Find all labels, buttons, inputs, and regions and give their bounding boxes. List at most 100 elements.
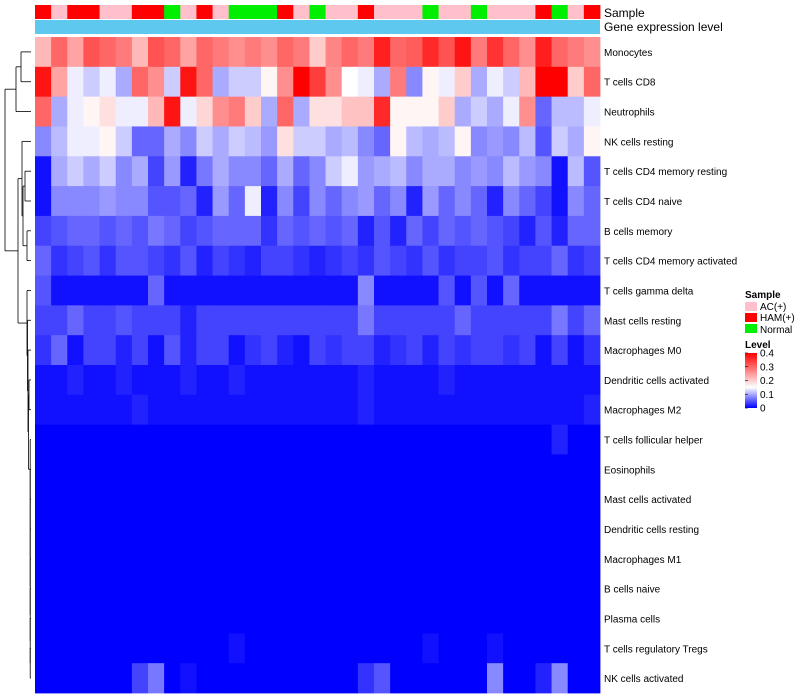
sample-annotation-cell [551,5,569,19]
heatmap-cell [244,66,262,98]
heatmap-cell [293,335,310,366]
heatmap-cell [35,543,52,575]
legend-level-tick-label: 0.3 [760,362,774,373]
sample-annotation-cell [487,5,504,19]
row-label: Mast cells resting [604,316,681,327]
heatmap-cell [406,394,423,426]
heatmap-cell [583,365,601,396]
heatmap-cell [454,275,472,306]
heatmap-cell [551,215,569,247]
heatmap-cell [196,186,213,217]
heatmap-cell [519,186,536,217]
heatmap-cell [277,96,294,127]
heatmap-cell [535,186,552,217]
heatmap-cell [374,543,391,575]
heatmap-cell [567,514,585,545]
heatmap-cell [115,454,133,485]
heatmap-cell [487,126,504,157]
heatmap-cell [422,37,439,68]
heatmap-cell [551,126,569,157]
heatmap-cell [228,394,246,426]
heatmap-cell [535,126,552,157]
heatmap-cell [196,603,213,634]
heatmap-cell [180,245,197,276]
heatmap-cell [115,37,133,68]
heatmap-cell [164,275,181,306]
heatmap-cell [422,156,439,187]
heatmap-cell [228,37,246,68]
heatmap-cell [438,394,456,426]
sample-annotation-cell [341,5,359,19]
heatmap-cell [341,245,359,276]
heatmap-cell [406,275,423,306]
sample-annotation-cell [454,5,472,19]
heatmap-cell [406,633,423,664]
heatmap-cell [244,633,262,664]
heatmap-cell [51,335,68,366]
heatmap-cell [567,484,585,515]
heatmap-cell [99,424,117,455]
heatmap-cell [51,484,68,515]
heatmap-cell [487,365,504,396]
heatmap-cell [406,454,423,485]
heatmap-cell [374,305,391,336]
heatmap-cell [406,66,423,98]
legend-swatch-ac [745,302,757,311]
heatmap-cell [35,663,52,694]
heatmap-cell [341,663,359,694]
heatmap-cell [228,215,246,247]
heatmap-cell [293,156,310,187]
heatmap-cell [406,335,423,366]
heatmap-cell [519,394,536,426]
heatmap-cell [487,514,504,545]
heatmap-cell [309,66,326,98]
heatmap-cell [164,215,181,247]
heatmap-cell [406,543,423,575]
heatmap-cell [535,633,552,664]
heatmap-cell [83,424,100,455]
heatmap-cell [390,186,407,217]
heatmap-cell [293,514,310,545]
heatmap-cell [51,186,68,217]
heatmap-cell [228,573,246,604]
heatmap-cell [551,305,569,336]
heatmap-cell [309,215,326,247]
heatmap-cell [51,96,68,127]
heatmap-cell [35,365,52,396]
heatmap-cell [438,66,456,98]
heatmap-cell [470,484,488,515]
heatmap-cell [244,305,262,336]
sample-annotation-cell [164,5,181,19]
heatmap-cell [406,156,423,187]
heatmap-cell [67,633,84,664]
sample-annotation-cell [115,5,133,19]
heatmap-cell [261,37,278,68]
heatmap-cell [196,275,213,306]
heatmap-cell [390,215,407,247]
heatmap-cell [551,365,569,396]
row-label: Eosinophils [604,465,655,476]
heatmap-cell [341,543,359,575]
heatmap-cell [212,37,230,68]
heatmap-cell [567,126,585,157]
heatmap-cell [228,514,246,545]
heatmap-cell [148,126,165,157]
heatmap-cell [503,156,520,187]
heatmap-cell [277,126,294,157]
heatmap-cell [567,543,585,575]
heatmap-cell [277,603,294,634]
heatmap-cell [51,365,68,396]
heatmap-cell [341,156,359,187]
heatmap-cell [487,66,504,98]
heatmap-cell [374,663,391,694]
heatmap-cell [309,633,326,664]
heatmap-cell [196,514,213,545]
heatmap-cell [470,543,488,575]
heatmap-cell [180,424,197,455]
heatmap-cell [535,484,552,515]
heatmap-cell [374,394,391,426]
heatmap-cell [487,186,504,217]
heatmap-cell [309,484,326,515]
heatmap-cell [67,66,84,98]
heatmap-cell [503,245,520,276]
